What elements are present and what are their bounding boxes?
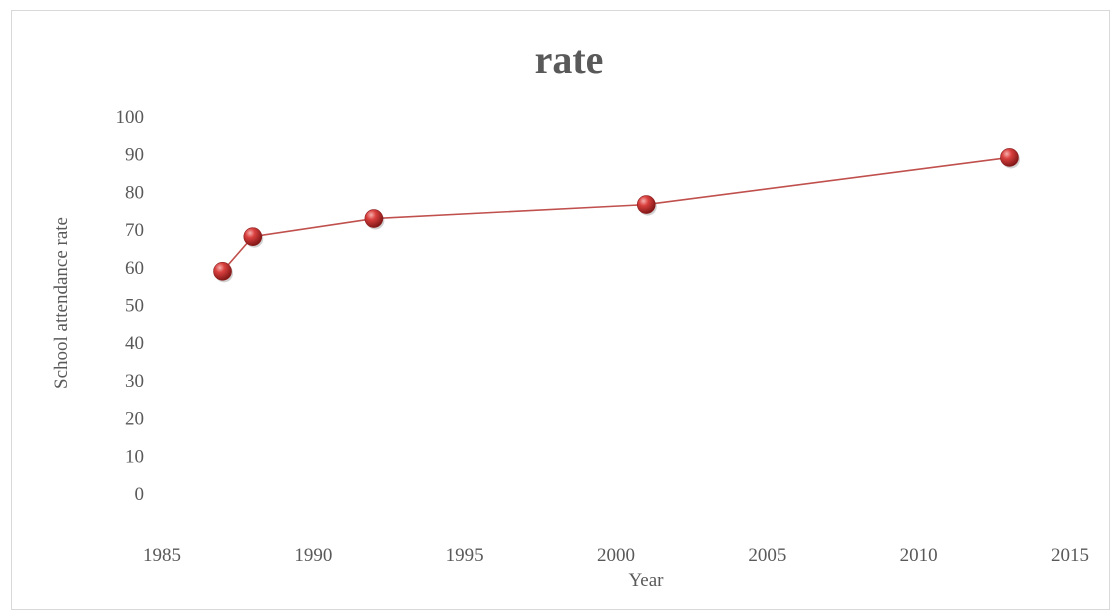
x-tick-label: 1985 — [143, 545, 181, 566]
y-tick-label: 50 — [125, 296, 144, 317]
y-tick-label: 10 — [125, 446, 144, 467]
x-tick-label: 2000 — [597, 545, 635, 566]
chart-title: rate — [535, 37, 604, 82]
x-tick-label: 2005 — [748, 545, 786, 566]
y-tick-label: 60 — [125, 258, 144, 279]
x-tick-label: 1995 — [446, 545, 484, 566]
y-tick-label: 20 — [125, 409, 144, 430]
y-tick-label: 90 — [125, 145, 144, 166]
y-tick-label: 40 — [125, 333, 144, 354]
y-axis-label: School attendance rate — [51, 217, 72, 389]
data-point — [213, 262, 232, 281]
x-tick-label: 1990 — [294, 545, 332, 566]
chart-frame — [11, 10, 1110, 610]
data-point — [364, 209, 384, 228]
y-tick-label: 70 — [125, 220, 144, 241]
y-tick-label: 30 — [125, 371, 144, 392]
y-tick-label: 80 — [125, 182, 144, 203]
data-point — [636, 195, 656, 214]
y-tick-label: 0 — [135, 484, 145, 505]
x-axis-label: Year — [628, 570, 664, 591]
data-point — [243, 227, 263, 246]
x-tick-label: 2015 — [1051, 545, 1089, 566]
chart-svg: rate School attendance rate Year 0 10 20 30… — [51, 37, 1089, 591]
y-tick-label: 100 — [116, 107, 145, 128]
x-tick-label: 2010 — [900, 545, 938, 566]
series-line — [221, 156, 1010, 272]
data-point — [1000, 148, 1019, 167]
